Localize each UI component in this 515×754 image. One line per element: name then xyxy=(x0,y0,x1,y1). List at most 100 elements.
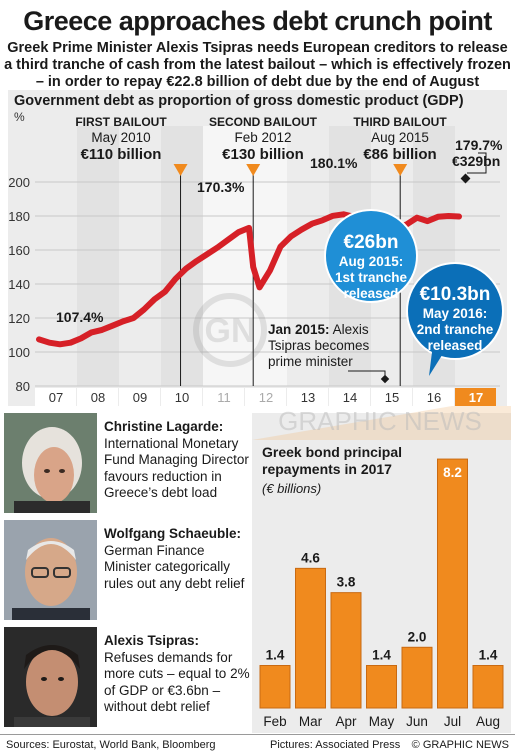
x-tick-label: 17 xyxy=(469,390,483,405)
tranche-1-text: 1st tranche xyxy=(335,270,408,285)
label-2017-leader xyxy=(467,152,487,174)
line-chart-title: Government debt as proportion of gross d… xyxy=(14,93,464,109)
y-axis-unit: % xyxy=(14,110,25,124)
bar-category-label: Jul xyxy=(444,714,461,729)
x-tick-labels: 07 08 09 10 11 12 13 14 15 16 17 xyxy=(35,388,496,406)
grid xyxy=(35,181,500,387)
event-date: Jan 2015: xyxy=(268,322,330,337)
x-tick-box xyxy=(119,388,160,406)
person-schaeuble: Wolfgang Schaeuble: German Finance Minis… xyxy=(0,520,250,620)
bar xyxy=(366,665,397,709)
tranche-2-text: May 2016: xyxy=(423,306,488,321)
tranche-2-bubble xyxy=(406,262,504,360)
footer: Sources: Eurostat, World Bank, Bloomberg… xyxy=(0,734,515,754)
lagarde-desc: International Monetary Fund Managing Dir… xyxy=(104,435,249,501)
tranche-2-text: released xyxy=(428,338,483,353)
bar-category-label: Aug xyxy=(476,714,500,729)
x-tick-box xyxy=(77,388,118,406)
bailout-marker xyxy=(246,164,261,176)
bar-category-labels: Feb Mar Apr May Jun Jul Aug xyxy=(263,714,500,729)
bar-value-label: 4.6 xyxy=(301,550,320,565)
people-panel: Christine Lagarde: International Monetar… xyxy=(0,413,250,733)
bailout-3-amount: €86 billion xyxy=(363,146,436,163)
end-point-marker xyxy=(460,173,471,184)
label-2007: 107.4% xyxy=(56,309,104,325)
watermark-text: GRAPHIC NEWS xyxy=(278,406,482,436)
year-band xyxy=(77,126,119,386)
bar-category-label: May xyxy=(369,714,395,729)
repayments-bar-chart: Greek bond principal repayments in 2017 … xyxy=(252,413,511,733)
event-marker xyxy=(380,374,390,384)
tranche-1-amount: €26bn xyxy=(344,232,399,253)
bar-chart-title-line-1: Greek bond principal xyxy=(262,444,402,460)
y-tick-label: 160 xyxy=(8,243,30,258)
bar-chart-title-line-2: repayments in 2017 xyxy=(262,461,392,477)
lagarde-photo xyxy=(4,413,97,513)
bar xyxy=(295,567,326,709)
bailout-marker xyxy=(393,164,408,176)
bar-value-label: 1.4 xyxy=(479,648,498,663)
bailout-1-title: FIRST BAILOUT xyxy=(75,115,167,129)
year-band xyxy=(35,126,77,386)
bar-category-label: Feb xyxy=(263,714,286,729)
tranche-1-text: released xyxy=(344,286,399,301)
watermark: GN xyxy=(193,293,267,367)
x-tick-label: 10 xyxy=(175,390,189,405)
x-tick-label: 15 xyxy=(385,390,399,405)
x-tick-box xyxy=(371,388,412,406)
x-tick-label: 14 xyxy=(343,390,357,405)
bar-category-label: Mar xyxy=(299,714,323,729)
tsipras-name: Alexis Tsipras: xyxy=(104,633,200,648)
x-tick-box xyxy=(245,388,286,406)
page-title: Greece approaches debt crunch point xyxy=(23,6,492,36)
bar xyxy=(401,646,433,709)
bar-category-label: Jun xyxy=(406,714,428,729)
bailout-3-date: Aug 2015 xyxy=(371,130,429,145)
bar-value-label: 1.4 xyxy=(266,648,285,663)
x-tick-box xyxy=(161,388,202,406)
schaeuble-desc: German Finance Minister categorically ru… xyxy=(104,542,245,591)
bar xyxy=(330,592,362,709)
bar-series xyxy=(259,458,504,709)
footer-pictures: Pictures: Associated Press xyxy=(270,739,401,751)
schaeuble-photo xyxy=(4,520,97,620)
bailout-3-title: THIRD BAILOUT xyxy=(353,115,447,129)
footer-credit: © GRAPHIC NEWS xyxy=(411,739,509,751)
y-tick-label: 100 xyxy=(8,345,30,360)
x-tick-box xyxy=(203,388,244,406)
tsipras-desc: Refuses demands for more cuts – equal to… xyxy=(104,649,250,715)
x-tick-label: 09 xyxy=(133,390,147,405)
schaeuble-name: Wolfgang Schaeuble: xyxy=(104,526,242,541)
event-line-3: prime minister xyxy=(268,354,353,369)
bar-value-label: 2.0 xyxy=(408,629,427,644)
label-2011: 170.3% xyxy=(197,179,245,195)
bar-value-label: 8.2 xyxy=(443,465,462,480)
y-tick-label: 180 xyxy=(8,209,30,224)
tranche-1-bubble xyxy=(324,209,418,303)
event-line-2: Tsipras becomes xyxy=(268,338,370,353)
tsipras-photo xyxy=(4,627,97,727)
lagarde-text: Christine Lagarde: International Monetar… xyxy=(104,419,250,502)
y-tick-label: 80 xyxy=(16,379,30,394)
label-2014: 180.1% xyxy=(310,155,358,171)
x-tick-box xyxy=(413,388,454,406)
person-lagarde: Christine Lagarde: International Monetar… xyxy=(0,413,250,513)
bailout-2-date: Feb 2012 xyxy=(234,130,291,145)
event-line-1: Alexis xyxy=(333,322,369,337)
y-tick-label: 140 xyxy=(8,277,30,292)
person-tsipras: Alexis Tsipras: Refuses demands for more… xyxy=(0,627,250,727)
x-tick-label: 13 xyxy=(301,390,315,405)
callout-wedge: GRAPHIC NEWS xyxy=(252,406,511,440)
y-tick-labels: 80 100 120 140 160 180 200 xyxy=(8,175,30,394)
bar xyxy=(472,665,504,709)
bar-category-label: Apr xyxy=(335,714,357,729)
tranche-2-amount: €10.3bn xyxy=(420,284,491,305)
x-tick-label: 07 xyxy=(49,390,63,405)
tranche-1-text: Aug 2015: xyxy=(339,254,404,269)
bar-value-label: 3.8 xyxy=(337,575,356,590)
y-tick-label: 200 xyxy=(8,175,30,190)
label-2017: 179.7% xyxy=(455,137,503,153)
x-tick-label: 08 xyxy=(91,390,105,405)
highlight-band xyxy=(203,126,287,386)
x-tick-box xyxy=(455,388,496,406)
